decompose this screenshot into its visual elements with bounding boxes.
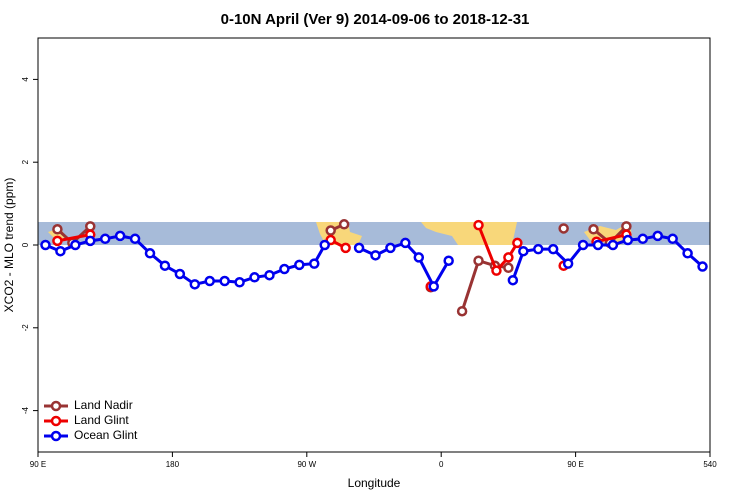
point xyxy=(637,233,649,245)
x-axis-label: Longitude xyxy=(348,476,401,490)
y-tick-label: 0 xyxy=(21,242,30,247)
point xyxy=(174,268,186,280)
point xyxy=(473,219,484,231)
y-tick-label: 4 xyxy=(21,77,30,82)
point xyxy=(114,230,126,242)
point xyxy=(309,258,320,269)
point xyxy=(370,250,381,261)
y-tick-label: -2 xyxy=(21,324,30,332)
point xyxy=(503,252,514,263)
point xyxy=(338,219,350,230)
point xyxy=(443,255,454,266)
y-tick-label: -4 xyxy=(21,406,30,414)
point xyxy=(294,259,305,271)
point xyxy=(400,237,411,249)
x-tick-label: 90 W xyxy=(297,460,316,469)
point xyxy=(652,230,663,242)
point xyxy=(512,237,523,249)
chart-title: 0-10N April (Ver 9) 2014-09-06 to 2018-1… xyxy=(221,11,530,28)
point xyxy=(204,275,215,287)
point xyxy=(70,239,81,251)
ocean-strip xyxy=(38,222,710,245)
point xyxy=(99,233,111,245)
point xyxy=(533,243,544,255)
point xyxy=(667,233,678,245)
legend-marker xyxy=(50,415,62,427)
point xyxy=(52,224,63,235)
x-tick-label: 0 xyxy=(439,460,444,469)
point xyxy=(491,265,502,276)
point xyxy=(428,281,439,292)
point xyxy=(547,243,559,255)
point xyxy=(588,224,599,235)
point xyxy=(340,242,351,254)
point xyxy=(473,255,484,266)
point xyxy=(503,262,514,274)
legend-marker xyxy=(50,400,62,412)
legend-label: Land Glint xyxy=(74,413,129,427)
point xyxy=(456,305,468,317)
legend-label: Ocean Glint xyxy=(74,428,138,442)
legend-label: Land Nadir xyxy=(74,398,133,412)
land xyxy=(421,222,517,245)
point xyxy=(159,260,171,271)
x-tick-label: 540 xyxy=(703,460,717,469)
series-line xyxy=(57,224,627,274)
point xyxy=(40,239,51,251)
point xyxy=(562,258,574,269)
x-tick-label: 90 E xyxy=(30,460,46,469)
x-tick-label: 90 E xyxy=(567,460,583,469)
point xyxy=(353,242,365,254)
point xyxy=(325,225,336,236)
point xyxy=(85,221,96,232)
point xyxy=(518,245,529,257)
point xyxy=(558,223,569,234)
point xyxy=(319,239,330,251)
point xyxy=(234,277,245,288)
point xyxy=(189,279,201,290)
point xyxy=(85,235,96,247)
point xyxy=(219,275,230,287)
point xyxy=(697,261,708,272)
point xyxy=(621,221,632,232)
point xyxy=(577,239,589,251)
point xyxy=(592,239,604,251)
legend-marker xyxy=(50,430,62,442)
point xyxy=(279,263,290,275)
x-tick-label: 180 xyxy=(166,460,180,469)
point xyxy=(413,252,425,263)
point xyxy=(249,272,260,283)
point xyxy=(607,239,619,251)
point xyxy=(55,245,66,257)
y-tick-label: 2 xyxy=(21,159,30,164)
point xyxy=(52,235,63,247)
point xyxy=(144,248,156,259)
point xyxy=(507,274,519,286)
y-axis-label: XCO2 - MLO trend (ppm) xyxy=(2,178,16,313)
point xyxy=(385,242,396,254)
point xyxy=(682,248,693,259)
point xyxy=(264,269,275,281)
point xyxy=(622,234,634,246)
point xyxy=(129,233,141,245)
